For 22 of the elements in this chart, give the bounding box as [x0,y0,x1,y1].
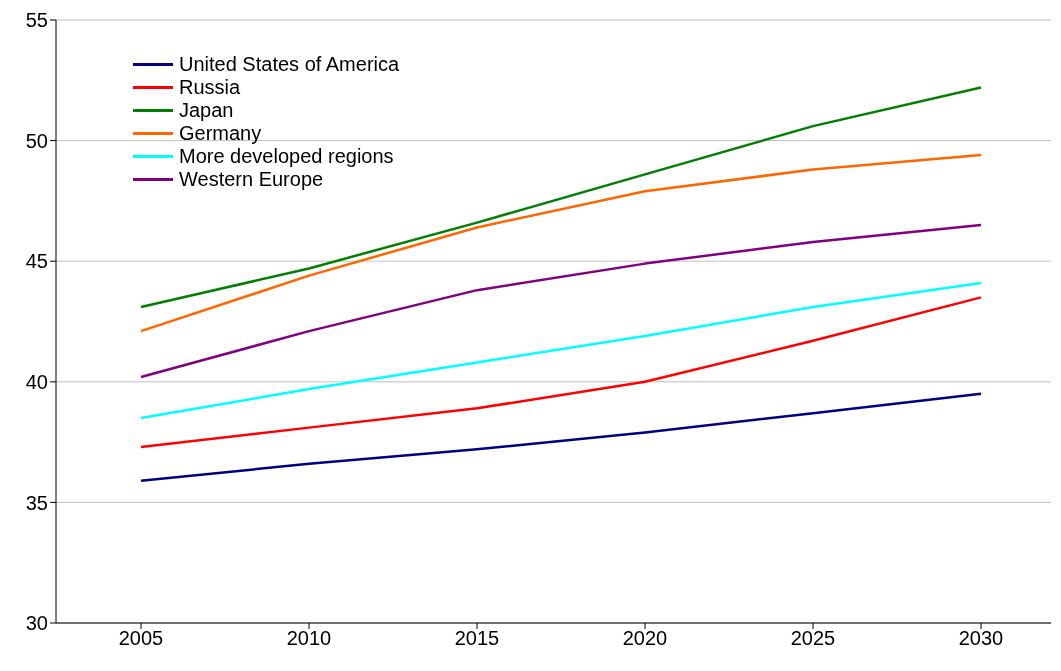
line-series [139,223,983,379]
y-tick-label: 50 [25,129,48,152]
y-tick-label: 40 [25,370,48,393]
legend-label: United States of America [179,53,400,76]
x-tick-label: 2030 [958,627,1004,650]
line-series [139,392,983,482]
legend-label: Germany [179,122,262,145]
y-tick-label: 55 [25,9,48,32]
line-series [139,281,983,420]
x-tick-label: 2025 [790,627,836,650]
x-tick-label: 2015 [454,627,500,650]
legend-label: Japan [179,99,234,122]
legend-label: Western Europe [179,168,324,191]
legend-label: More developed regions [179,145,394,168]
y-tick-label: 30 [25,612,48,635]
y-tick-label: 45 [25,250,48,273]
line-series [139,296,983,449]
y-tick-label: 35 [25,491,48,514]
legend-label: Russia [179,76,241,99]
x-tick-label: 2020 [622,627,668,650]
x-tick-label: 2010 [286,627,332,650]
x-tick-label: 2005 [118,627,164,650]
